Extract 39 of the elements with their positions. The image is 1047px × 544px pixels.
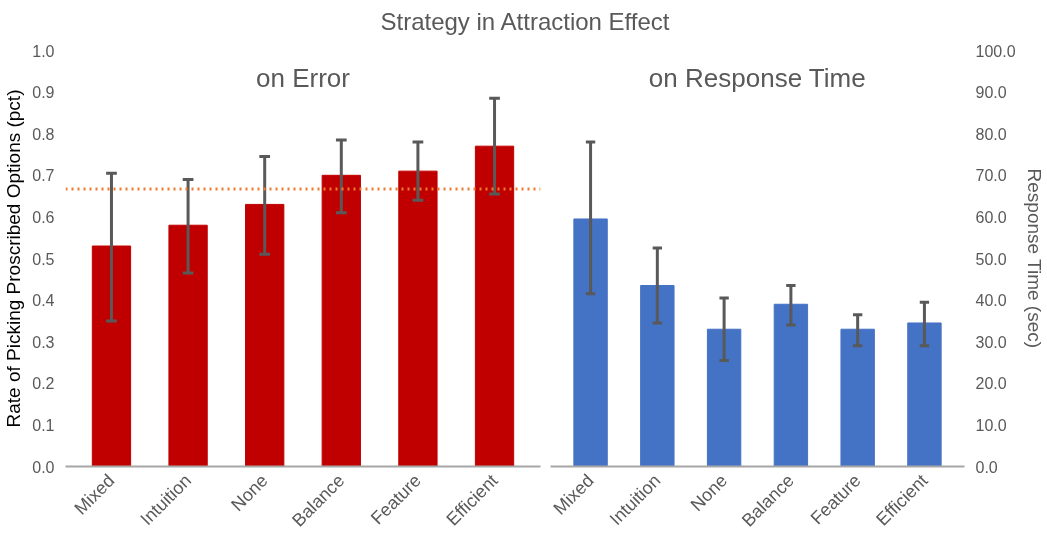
y-tick-label: 1.0 bbox=[32, 42, 55, 60]
y-axis-title: Rate of Picking Proscribed Options (pct) bbox=[3, 89, 25, 428]
y2-tick-label: 80.0 bbox=[975, 125, 1007, 143]
y2-tick-label: 0.0 bbox=[975, 458, 998, 476]
y2-tick-label: 40.0 bbox=[975, 292, 1007, 310]
y-tick-label: 0.4 bbox=[32, 292, 55, 310]
bar bbox=[840, 328, 875, 467]
y2-tick-label: 70.0 bbox=[975, 167, 1007, 185]
bar bbox=[398, 170, 438, 467]
y2-tick-label: 50.0 bbox=[975, 250, 1007, 268]
y2-tick-label: 100.0 bbox=[975, 42, 1016, 60]
y2-axis-title: Response Time (sec) bbox=[1023, 168, 1045, 349]
y-tick-label: 0.1 bbox=[32, 416, 55, 434]
bar bbox=[474, 145, 515, 467]
bar bbox=[907, 322, 942, 467]
bar bbox=[773, 303, 809, 467]
y-tick-label: 0.3 bbox=[32, 333, 55, 351]
y-tick-label: 0.8 bbox=[32, 125, 55, 143]
bar bbox=[640, 285, 675, 467]
bar bbox=[245, 203, 285, 467]
y-tick-label: 0.5 bbox=[32, 250, 55, 268]
y-tick-label: 0.6 bbox=[32, 208, 55, 226]
y2-tick-label: 30.0 bbox=[975, 333, 1007, 351]
y-tick-label: 0.0 bbox=[32, 458, 55, 476]
bar bbox=[573, 218, 608, 467]
y2-tick-label: 60.0 bbox=[975, 208, 1007, 226]
bar bbox=[321, 174, 361, 467]
y2-tick-label: 90.0 bbox=[975, 84, 1007, 102]
y2-tick-label: 20.0 bbox=[975, 375, 1007, 393]
y-tick-label: 0.7 bbox=[32, 167, 55, 185]
bar bbox=[168, 224, 208, 467]
y-tick-label: 0.9 bbox=[32, 84, 55, 102]
text: on Response Time bbox=[648, 62, 866, 93]
y2-tick-label: 10.0 bbox=[975, 416, 1007, 434]
text: on Error bbox=[256, 62, 351, 93]
chart-title: Strategy in Attraction Effect bbox=[380, 7, 670, 37]
bar bbox=[91, 245, 132, 467]
y-tick-label: 0.2 bbox=[32, 375, 55, 393]
bar bbox=[706, 328, 742, 467]
